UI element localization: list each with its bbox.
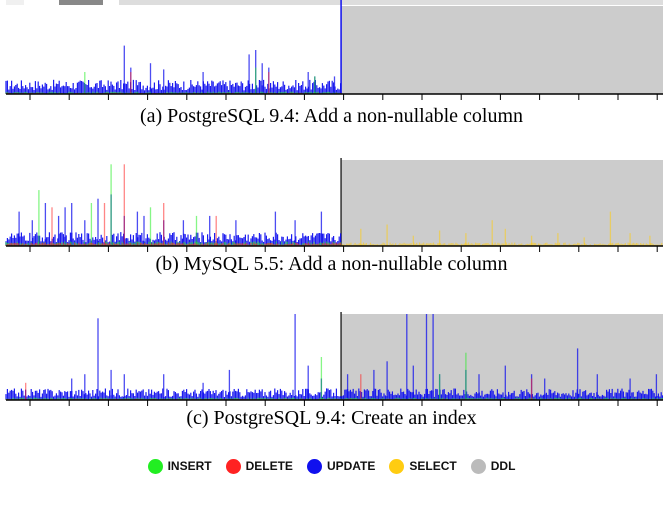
legend-item-ddl: DDL	[470, 458, 516, 474]
caption-a: (a) PostgreSQL 9.4: Add a non-nullable c…	[139, 105, 524, 127]
legend-item-insert: INSERT	[147, 458, 212, 474]
legend-label-ddl: DDL	[490, 459, 516, 473]
legend-item-update: UPDATE	[306, 458, 376, 474]
legend-swatch-update	[306, 458, 322, 474]
series-delete	[5, 164, 342, 246]
top-strip-left	[6, 0, 24, 5]
legend-label-select: SELECT	[409, 459, 457, 473]
legend-swatch-select	[389, 458, 405, 474]
panel-a	[5, 0, 663, 100]
legend-swatch-ddl	[470, 458, 486, 474]
chart-b	[5, 158, 663, 252]
series-update	[5, 194, 342, 246]
series-update	[5, 45, 342, 94]
series-insert	[5, 164, 342, 246]
chart-c	[5, 312, 663, 406]
caption-b: (b) MySQL 5.5: Add a non-nullable column	[155, 253, 508, 275]
legend-swatch-insert	[147, 458, 163, 474]
legend-label-update: UPDATE	[326, 459, 376, 473]
panel-c	[5, 312, 663, 406]
ddl-region	[341, 160, 663, 246]
top-strip-mid	[59, 0, 103, 5]
legend-swatch-delete	[225, 458, 241, 474]
legend-label-insert: INSERT	[167, 459, 212, 473]
ddl-region	[341, 314, 663, 400]
top-strip-right	[119, 0, 663, 5]
chart-a	[5, 0, 663, 100]
panel-b	[5, 158, 663, 252]
caption-c: (c) PostgreSQL 9.4: Create an index	[186, 407, 477, 429]
ddl-region	[341, 6, 663, 94]
legend-item-select: SELECT	[389, 458, 457, 474]
legend-label-delete: DELETE	[245, 459, 293, 473]
legend: INSERT DELETE UPDATE SELECT DDL	[0, 456, 663, 476]
legend-item-delete: DELETE	[225, 458, 293, 474]
